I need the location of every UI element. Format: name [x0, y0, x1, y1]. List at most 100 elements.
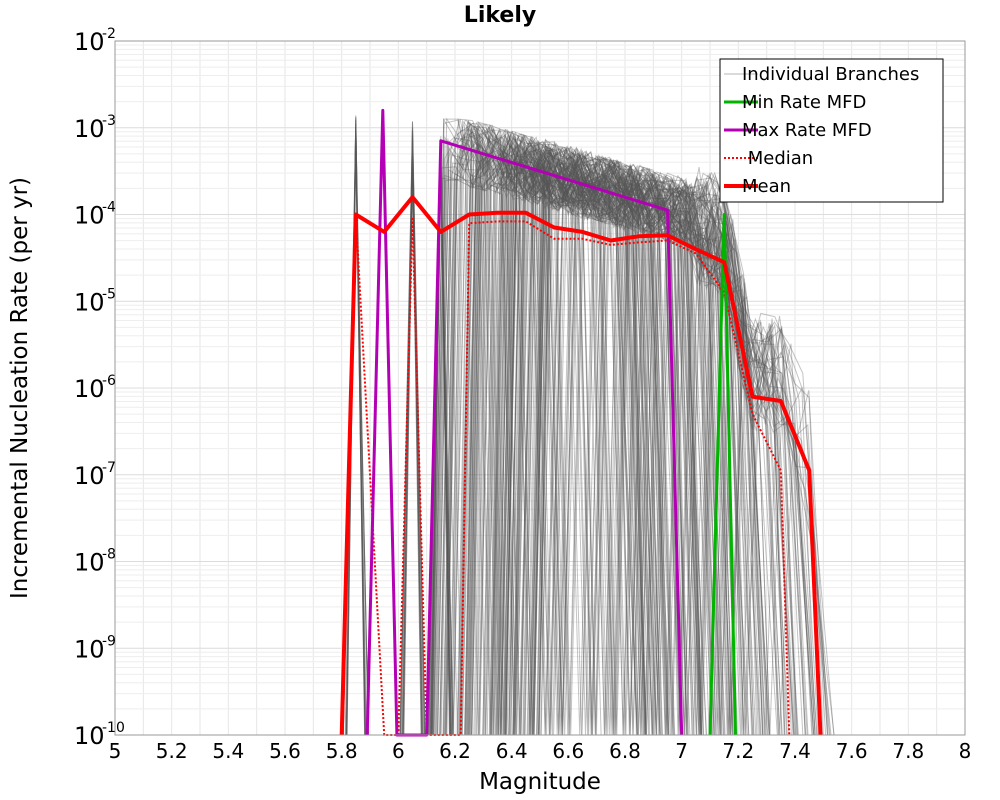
branch-line — [513, 161, 829, 736]
y-tick-label: 10 — [74, 115, 105, 143]
branch-line — [432, 122, 759, 736]
branch-line — [458, 137, 761, 736]
x-tick-label: 5.6 — [269, 739, 301, 763]
branch-line — [444, 121, 797, 736]
x-tick-label: 7.4 — [779, 739, 811, 763]
branch-line — [533, 152, 647, 736]
branch-line — [499, 161, 753, 736]
branch-line — [489, 171, 676, 736]
branch-line — [464, 146, 734, 736]
branch-line — [437, 134, 669, 736]
legend-label: Max Rate MFD — [742, 120, 872, 141]
branch-line — [492, 132, 828, 736]
branch-line — [473, 164, 670, 736]
branch-line — [536, 180, 710, 736]
branch-line — [529, 179, 691, 736]
branch-line — [468, 141, 653, 736]
y-tick-label: 10 — [74, 549, 105, 577]
y-tick-exponent: -8 — [102, 547, 116, 563]
branch-line — [469, 132, 721, 736]
branch-line — [538, 146, 728, 736]
y-tick-exponent: -9 — [102, 633, 116, 649]
branch-line — [514, 149, 797, 736]
y-tick-label: 10 — [74, 288, 105, 316]
x-tick-label: 6 — [392, 739, 405, 763]
branch-line — [517, 175, 747, 736]
branch-spike — [401, 172, 424, 736]
branch-line — [491, 146, 703, 736]
plot-frame — [114, 40, 966, 736]
branch-spike — [346, 151, 366, 736]
branch-line — [536, 149, 638, 736]
branch-line — [443, 136, 788, 736]
branch-line — [458, 147, 814, 736]
chart-title: Likely — [464, 3, 536, 28]
x-tick-label: 7.2 — [722, 739, 754, 763]
branch-line — [431, 117, 808, 736]
branch-spike — [402, 122, 423, 736]
y-tick-label: 10 — [74, 635, 105, 663]
branch-line — [498, 142, 818, 736]
branch-spike — [346, 117, 366, 736]
legend-label: Median — [742, 148, 813, 169]
branch-line — [514, 140, 790, 736]
branch-spike — [345, 158, 366, 736]
branch-line — [460, 129, 713, 736]
branch-line — [532, 148, 682, 736]
branch-line — [520, 147, 765, 736]
branch-line — [479, 137, 829, 736]
branch-line — [500, 151, 804, 736]
branch-line — [470, 135, 816, 736]
y-tick-label: 10 — [74, 202, 105, 230]
branch-line — [532, 163, 717, 736]
x-tick-label: 6.2 — [439, 739, 471, 763]
branch-line — [497, 144, 739, 736]
y-tick-label: 10 — [74, 28, 105, 56]
branch-line — [486, 138, 783, 736]
branch-line — [464, 152, 816, 736]
branch-line — [538, 161, 657, 736]
legend-label: Min Rate MFD — [742, 92, 866, 113]
branch-line — [457, 129, 824, 736]
branch-spike — [401, 164, 424, 736]
x-tick-label: 7.6 — [836, 739, 868, 763]
branch-line — [441, 121, 701, 736]
x-tick-label: 7 — [675, 739, 688, 763]
branch-line — [466, 121, 737, 736]
branch-line — [520, 136, 645, 736]
legend: Individual Branches Min Rate MFD Max Rate … — [719, 58, 944, 203]
branch-line — [471, 125, 646, 736]
branch-line — [495, 133, 671, 736]
branch-line — [465, 129, 730, 736]
branch-line — [478, 151, 799, 736]
branch-spike — [402, 121, 423, 736]
y-tick-exponent: -10 — [102, 720, 125, 736]
y-tick-exponent: -4 — [102, 200, 116, 216]
branch-spike — [345, 150, 367, 736]
x-tick-label: 5.8 — [326, 739, 358, 763]
branch-line — [467, 128, 813, 736]
median-line — [340, 213, 791, 736]
x-tick-labels: 5 5.2 5.4 5.6 5.8 6 6.2 6.4 6.6 6.8 7 7.2 7.4 7.6 7.8 8 — [109, 739, 972, 763]
x-tick-label: 6.4 — [496, 739, 528, 763]
branch-line — [464, 134, 713, 736]
branch-line — [505, 163, 721, 736]
branch-line — [522, 147, 695, 736]
branch-line — [445, 135, 682, 736]
branch-spike — [402, 152, 423, 736]
branch-line — [433, 136, 638, 736]
y-tick-labels: 10-210-310-410-510-610-710-810-910-10 — [74, 26, 125, 750]
x-tick-label: 6.8 — [609, 739, 641, 763]
branch-line — [537, 163, 757, 736]
branch-spike — [400, 170, 425, 736]
branch-spike — [400, 127, 425, 736]
branch-line — [508, 142, 769, 736]
branch-line — [538, 154, 702, 736]
branch-line — [439, 125, 741, 736]
branch-line — [509, 136, 693, 736]
branch-line — [505, 139, 795, 736]
branch-line — [512, 140, 748, 736]
branch-line — [484, 134, 827, 736]
branch-line — [496, 147, 795, 736]
branch-line — [500, 164, 798, 736]
